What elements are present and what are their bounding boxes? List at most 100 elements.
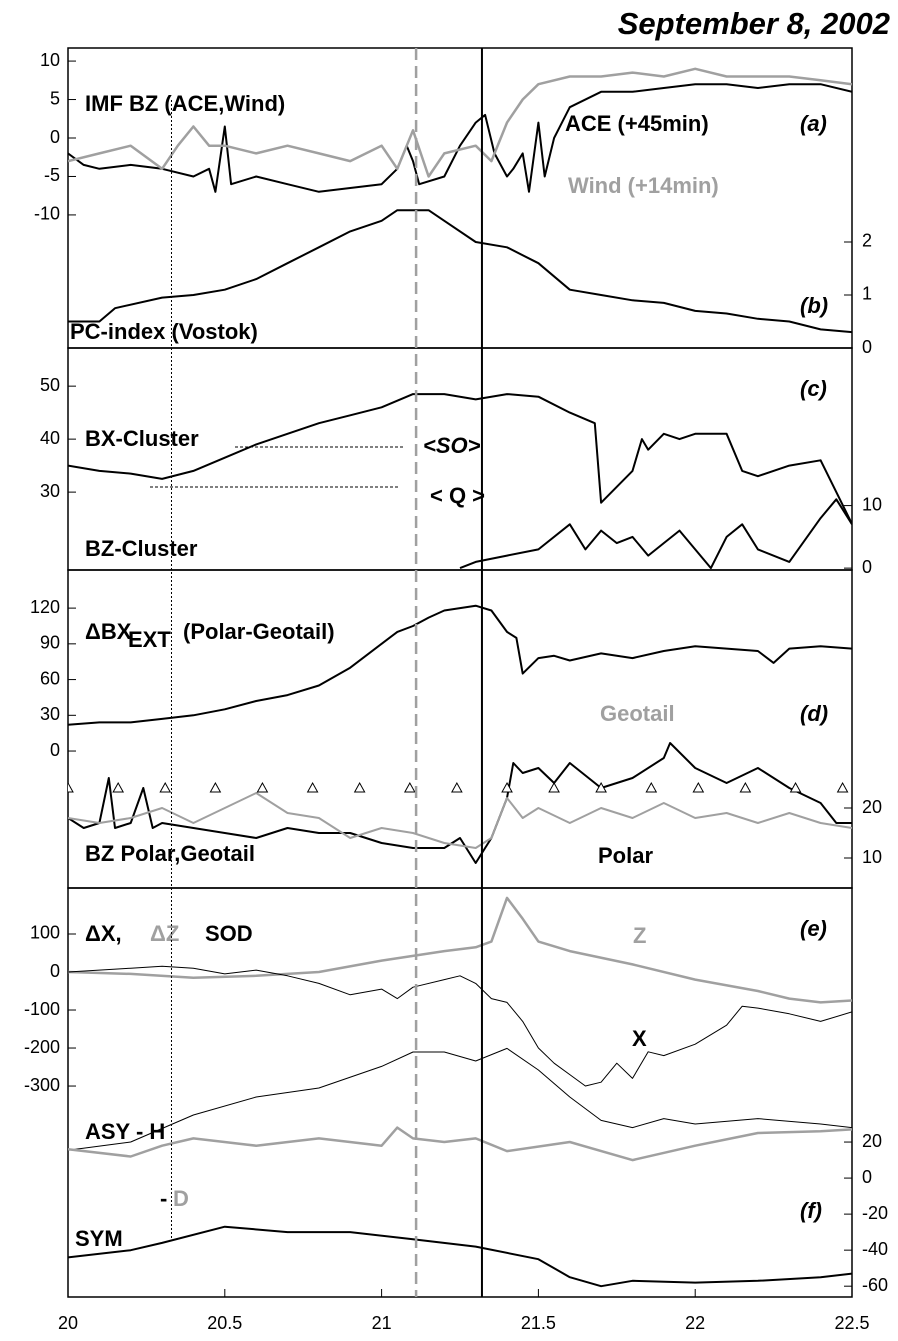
data-line bbox=[68, 1225, 852, 1288]
series-label: ACE (+45min) bbox=[565, 111, 709, 136]
y-tick-label: 0 bbox=[50, 127, 60, 147]
series-label: PC-index (Vostok) bbox=[70, 319, 258, 344]
y-tick-label: 100 bbox=[30, 923, 60, 943]
y-tick-label: -200 bbox=[24, 1037, 60, 1057]
y-tick-label: 0 bbox=[50, 740, 60, 760]
data-point bbox=[112, 781, 125, 793]
data-point bbox=[209, 781, 222, 793]
x-tick-label: 20.5 bbox=[207, 1313, 242, 1333]
series-label: ΔBX bbox=[85, 619, 132, 644]
data-line bbox=[68, 1047, 852, 1151]
y-tick-label: 60 bbox=[40, 668, 60, 688]
y2-tick-label: -20 bbox=[862, 1203, 888, 1223]
annotation: (a) bbox=[800, 111, 827, 136]
plot-area bbox=[68, 393, 852, 570]
annotation: (c) bbox=[800, 376, 827, 401]
series-label: ASY - H bbox=[85, 1119, 165, 1144]
data-point bbox=[501, 781, 513, 793]
series-label: Z bbox=[633, 923, 646, 948]
plot-area bbox=[68, 604, 852, 864]
data-point bbox=[403, 781, 416, 793]
data-point bbox=[645, 781, 658, 793]
data-line bbox=[68, 742, 852, 864]
data-point bbox=[595, 781, 607, 793]
data-point bbox=[256, 781, 269, 793]
y2-tick-label: 10 bbox=[862, 847, 882, 867]
y-tick-label: -300 bbox=[24, 1075, 60, 1095]
y-tick-label: 30 bbox=[40, 481, 60, 501]
y-tick-label: 0 bbox=[50, 961, 60, 981]
data-point bbox=[836, 781, 849, 793]
data-point bbox=[451, 781, 463, 793]
x-tick-label: 22.5 bbox=[834, 1313, 869, 1333]
series-label: X bbox=[632, 1026, 647, 1051]
y-tick-label: -10 bbox=[34, 204, 60, 224]
annotation: (Polar-Geotail) bbox=[183, 619, 335, 644]
data-point bbox=[159, 781, 172, 793]
x-tick-label: 21 bbox=[372, 1313, 392, 1333]
data-line bbox=[68, 792, 852, 849]
series-label: SYM bbox=[75, 1226, 123, 1251]
annotation: <SO> bbox=[423, 433, 481, 458]
annotation: (e) bbox=[800, 916, 827, 941]
data-line bbox=[68, 965, 852, 1087]
y2-tick-label: 20 bbox=[862, 797, 882, 817]
annotation: IMF BZ (ACE,Wind) bbox=[85, 91, 285, 116]
annotation: SOD bbox=[205, 921, 253, 946]
data-line bbox=[68, 209, 852, 334]
y2-tick-label: -40 bbox=[862, 1239, 888, 1259]
y2-tick-label: 1 bbox=[862, 284, 872, 304]
annotation: ΔZ bbox=[150, 921, 179, 946]
x-tick-label: 20 bbox=[58, 1313, 78, 1333]
annotation: ΔX, bbox=[85, 921, 122, 946]
series-label: BX-Cluster bbox=[85, 426, 199, 451]
y2-tick-label: -60 bbox=[862, 1275, 888, 1295]
y2-tick-label: 0 bbox=[862, 337, 872, 357]
annotation: - bbox=[160, 1186, 167, 1211]
y-tick-label: 50 bbox=[40, 375, 60, 395]
x-tick-label: 21.5 bbox=[521, 1313, 556, 1333]
data-line bbox=[68, 67, 852, 178]
data-point bbox=[789, 781, 802, 793]
y2-tick-label: 2 bbox=[862, 231, 872, 251]
y2-tick-label: 0 bbox=[862, 557, 872, 577]
y-tick-label: 90 bbox=[40, 633, 60, 653]
data-point bbox=[692, 781, 705, 793]
x-tick-label: 22 bbox=[685, 1313, 705, 1333]
y-tick-label: 30 bbox=[40, 704, 60, 724]
plot-area bbox=[68, 67, 852, 334]
panel-frame bbox=[67, 887, 853, 1298]
y-tick-label: 40 bbox=[40, 428, 60, 448]
data-line bbox=[68, 1126, 852, 1162]
data-line bbox=[68, 604, 852, 726]
data-line bbox=[68, 83, 852, 193]
data-point bbox=[306, 781, 319, 793]
series-label: Geotail bbox=[600, 701, 675, 726]
data-line bbox=[459, 498, 852, 570]
data-point bbox=[548, 781, 560, 793]
series-label: BZ-Cluster bbox=[85, 536, 198, 561]
chart-title: September 8, 2002 bbox=[618, 6, 890, 41]
y-tick-label: -5 bbox=[44, 165, 60, 185]
series-label: D bbox=[173, 1186, 189, 1211]
y2-tick-label: 20 bbox=[862, 1131, 882, 1151]
plot-area bbox=[68, 896, 852, 1288]
y-tick-label: -100 bbox=[24, 999, 60, 1019]
data-point bbox=[353, 781, 366, 793]
data-line bbox=[68, 393, 852, 525]
series-label: Polar bbox=[598, 843, 653, 868]
y2-tick-label: 0 bbox=[862, 1167, 872, 1187]
data-point bbox=[68, 781, 74, 793]
data-point bbox=[739, 781, 752, 793]
y-tick-label: 5 bbox=[50, 88, 60, 108]
annotation: EXT bbox=[128, 627, 171, 652]
annotation: < Q > bbox=[430, 483, 485, 508]
series-label: Wind (+14min) bbox=[568, 173, 719, 198]
annotation: (f) bbox=[800, 1198, 822, 1223]
data-line bbox=[68, 896, 852, 1004]
y2-tick-label: 10 bbox=[862, 494, 882, 514]
annotation: (b) bbox=[800, 293, 828, 318]
annotation: BZ Polar,Geotail bbox=[85, 841, 255, 866]
annotation: (d) bbox=[800, 701, 828, 726]
